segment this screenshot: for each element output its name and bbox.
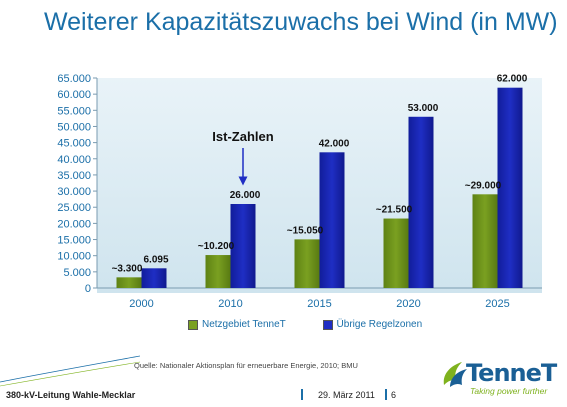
legend-item-netzgebiet: Netzgebiet TenneT — [188, 319, 286, 330]
y-tick-label: 60.000 — [57, 89, 91, 101]
bar-chart: 0 5.000 10.000 15.000 20.000 25.000 30.000 35.0… — [57, 73, 542, 310]
data-label-uebrige: 6.095 — [143, 254, 168, 265]
y-tick-label: 50.000 — [57, 121, 91, 133]
annotation-ist-zahlen: Ist-Zahlen — [212, 129, 273, 144]
y-tick-label: 25.000 — [57, 202, 91, 214]
x-tick-label: 2015 — [307, 298, 331, 310]
tennet-flame-icon — [443, 362, 467, 387]
slide-title: Weiterer Kapazitätszuwachs bei Wind (in … — [44, 8, 558, 36]
bar-uebrige-regelzonen — [497, 87, 523, 288]
bar-netzgebiet-tennet — [294, 239, 320, 288]
legend-swatch-green — [188, 319, 198, 330]
data-label-netzgebiet: ~10.200 — [198, 241, 235, 252]
bar-uebrige-regelzonen — [141, 268, 167, 288]
y-tick-label: 20.000 — [57, 218, 91, 230]
footer-swoosh-graphic — [0, 355, 140, 387]
footer-page-number: 6 — [391, 390, 397, 400]
data-label-uebrige: 62.000 — [497, 74, 528, 85]
bar-netzgebiet-tennet — [383, 218, 409, 288]
legend-label-uebrige: Übrige Regelzonen — [336, 319, 423, 330]
footer-project-name: 380-kV-Leitung Wahle-Mecklar — [6, 390, 136, 400]
y-tick-label: 0 — [85, 283, 91, 295]
logo-tagline: Taking power further — [470, 386, 548, 396]
y-tick-label: 40.000 — [57, 154, 91, 166]
bar-uebrige-regelzonen — [408, 116, 434, 289]
bar-uebrige-regelzonen — [230, 204, 256, 288]
data-label-netzgebiet: ~3.300 — [112, 263, 143, 274]
bar-uebrige-regelzonen — [319, 152, 345, 288]
x-tick-label: 2025 — [485, 298, 509, 310]
y-tick-label: 5.000 — [63, 267, 91, 279]
y-tick-label: 55.000 — [57, 105, 91, 117]
bar-netzgebiet-tennet — [205, 255, 231, 288]
data-label-uebrige: 26.000 — [230, 190, 261, 201]
chart-legend: Netzgebiet TenneT Übrige Regelzonen — [188, 319, 456, 333]
y-tick-label: 10.000 — [57, 251, 91, 263]
legend-swatch-blue — [322, 319, 333, 330]
bar-netzgebiet-tennet — [116, 277, 142, 288]
logo-wordmark: TenneT — [466, 359, 557, 387]
tennet-logo: TenneT Taking power further — [440, 355, 562, 403]
legend-label-netzgebiet: Netzgebiet TenneT — [202, 319, 286, 330]
y-tick-label: 30.000 — [57, 186, 91, 198]
data-label-uebrige: 42.000 — [319, 138, 350, 149]
legend-item-uebrige: Übrige Regelzonen — [322, 319, 423, 330]
x-tick-label: 2000 — [129, 298, 153, 310]
y-tick-label: 45.000 — [57, 138, 91, 150]
y-tick-label: 35.000 — [57, 170, 91, 182]
bar-netzgebiet-tennet — [472, 194, 498, 288]
data-label-netzgebiet: ~15.050 — [287, 225, 324, 236]
x-tick-label: 2020 — [396, 298, 420, 310]
data-label-uebrige: 53.000 — [408, 103, 439, 114]
footer-divider — [385, 389, 387, 400]
data-label-netzgebiet: ~29.000 — [465, 180, 502, 191]
y-tick-label: 15.000 — [57, 235, 91, 247]
source-note: Quelle: Nationaler Aktionsplan für erneu… — [134, 361, 358, 370]
x-tick-label: 2010 — [218, 298, 242, 310]
data-label-netzgebiet: ~21.500 — [376, 205, 413, 216]
footer-date: 29. März 2011 — [318, 390, 375, 400]
footer-divider — [301, 389, 303, 400]
y-tick-label: 65.000 — [57, 73, 91, 85]
